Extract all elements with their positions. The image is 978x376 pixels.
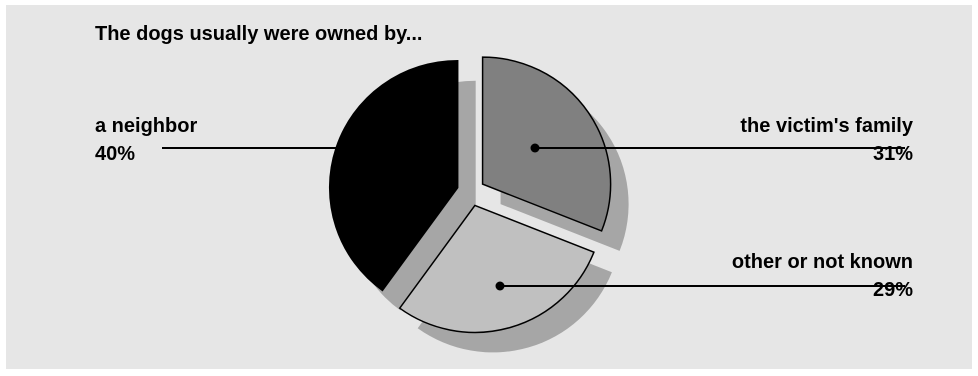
slice-value-label: 31% bbox=[873, 143, 913, 165]
slice-labels: the victim's family 31% other or not known… bbox=[95, 115, 914, 301]
pie-slices bbox=[328, 56, 612, 334]
slice-label: the victim's family bbox=[740, 115, 913, 137]
pie-slice bbox=[481, 56, 612, 232]
leader-dot bbox=[530, 143, 540, 153]
leader-lines bbox=[162, 143, 905, 291]
slice-value-label: 40% bbox=[95, 143, 135, 165]
pie-slice bbox=[398, 204, 595, 334]
chart-title: The dogs usually were owned by... bbox=[95, 23, 422, 45]
slice-label: other or not known bbox=[732, 251, 913, 273]
leader-dot bbox=[495, 281, 505, 291]
slice-value-label: 29% bbox=[873, 279, 913, 301]
slice-label: a neighbor bbox=[95, 115, 197, 137]
